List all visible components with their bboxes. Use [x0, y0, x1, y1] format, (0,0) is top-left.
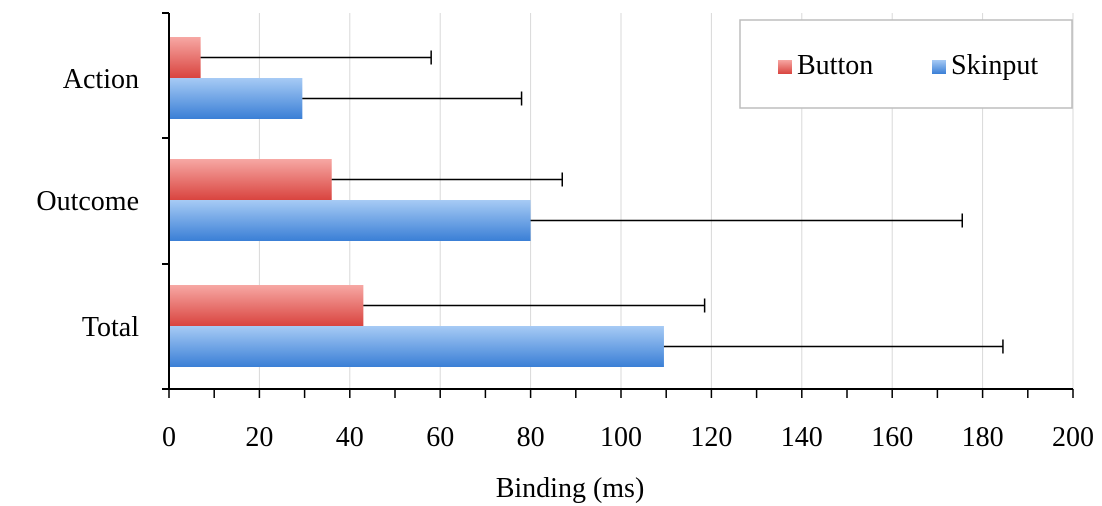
legend-label-button: Button [797, 50, 873, 81]
bar-skinput-outcome [169, 200, 531, 241]
bar-button-action [169, 37, 201, 78]
legend: Button Skinput [739, 19, 1073, 109]
legend-swatch-button [778, 60, 792, 74]
legend-box [739, 19, 1073, 109]
legend-swatch-skinput [932, 60, 946, 74]
category-label-outcome: Outcome [36, 186, 139, 217]
tick-labels: 0 20 40 60 80 100 120 140 160 180 200 [162, 422, 1094, 453]
error-bars [200, 50, 1004, 354]
x-tick-label: 140 [781, 422, 823, 453]
axes [162, 12, 1074, 398]
x-axis-title: Binding (ms) [496, 473, 645, 504]
x-tick-label: 0 [162, 422, 176, 453]
x-tick-label: 160 [871, 422, 913, 453]
x-tick-label: 40 [336, 422, 364, 453]
bar-button-outcome [169, 159, 332, 200]
x-tick-label: 60 [426, 422, 454, 453]
bar-skinput-action [169, 78, 303, 119]
category-labels: Action Outcome Total [36, 64, 139, 343]
category-label-action: Action [63, 64, 139, 95]
bars [169, 37, 664, 367]
x-tick-label: 100 [600, 422, 642, 453]
x-tick-label: 120 [690, 422, 732, 453]
x-tick-label: 20 [245, 422, 273, 453]
x-tick-label: 180 [962, 422, 1004, 453]
bar-button-total [169, 285, 364, 326]
legend-label-skinput: Skinput [951, 50, 1038, 81]
category-label-total: Total [82, 312, 139, 343]
x-tick-label: 200 [1052, 422, 1094, 453]
x-tick-label: 80 [517, 422, 545, 453]
bar-skinput-total [169, 326, 664, 367]
